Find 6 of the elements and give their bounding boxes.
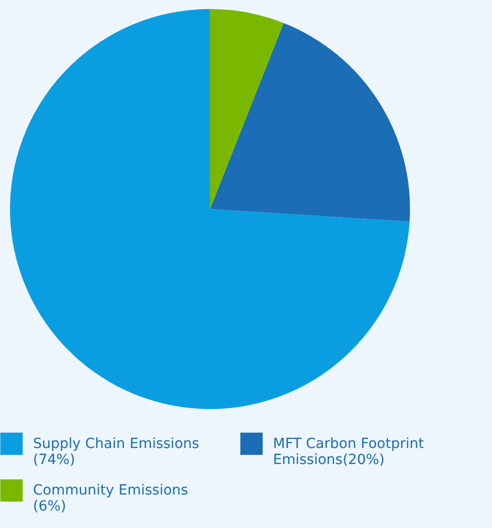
legend-label: Community Emissions (6%)	[33, 482, 188, 514]
pie-slice	[210, 23, 410, 222]
pie-slice	[210, 9, 284, 209]
legend-label: MFT Carbon Footprint Emissions(20%)	[273, 436, 424, 468]
legend-label: Supply Chain Emissions (74%)	[33, 436, 200, 468]
pie-slice	[10, 9, 410, 409]
